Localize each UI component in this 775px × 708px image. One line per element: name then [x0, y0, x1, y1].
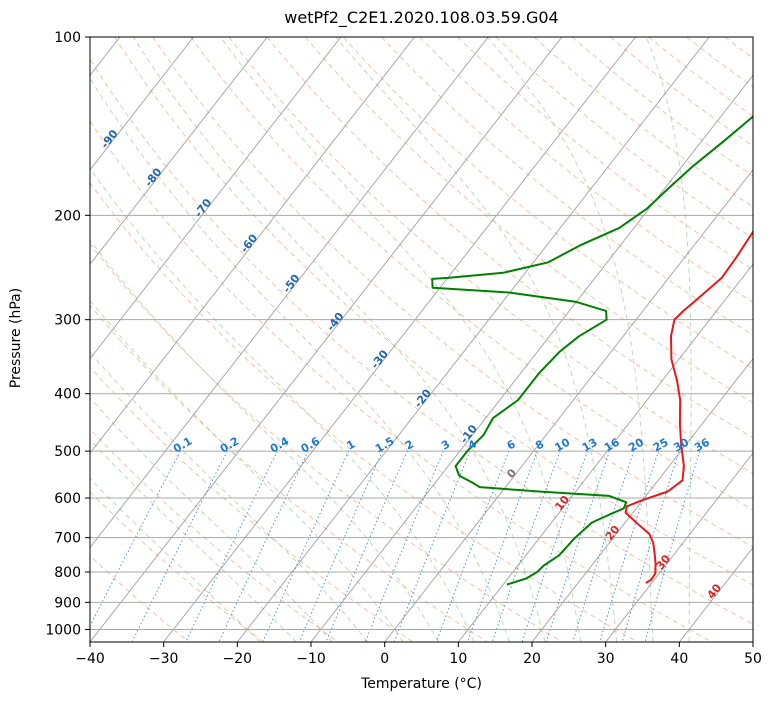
dry-adiabat-line [343, 37, 753, 370]
isotherm-line [90, 37, 268, 266]
series-layer [431, 115, 753, 586]
x-tick-label: −30 [149, 651, 179, 667]
isotherm-line [90, 37, 415, 454]
y-tick-label: 600 [54, 491, 81, 507]
y-tick-label: 900 [54, 595, 81, 611]
y-tick-label: 700 [54, 531, 81, 547]
isotherm-line [457, 263, 753, 642]
moist-adiabat-line [90, 397, 333, 642]
isotherm-line [236, 37, 710, 642]
dry-adiabat-line [304, 37, 753, 404]
mixing-ratio-line [218, 450, 309, 642]
chart-title: wetPf2_C2E1.2020.108.03.59.G04 [284, 8, 559, 27]
axes: −40 −30 −20 −10 0 10 20 30 40 50 100 200 300 400 500 60… [45, 30, 762, 667]
plot-frame [89, 36, 754, 643]
x-tick-label: −40 [75, 651, 105, 667]
isotherm-line [90, 37, 563, 642]
dry-adiabat-line [114, 37, 753, 586]
moist-adiabat-line [90, 167, 475, 642]
y-tick-label: 400 [54, 387, 81, 403]
dry-adiabat-line [190, 37, 753, 511]
x-tick-label: 30 [597, 651, 615, 667]
mixing-ratio-line [435, 450, 510, 642]
dry-adiabat-line [90, 120, 712, 642]
x-tick-label: −10 [296, 651, 326, 667]
moist-adiabat-line [487, 37, 654, 642]
isotherm-line [90, 37, 194, 171]
isotherm-line [531, 357, 753, 642]
mixing-ratio-line [521, 450, 588, 642]
mixing-ratio-line [644, 450, 701, 642]
dry-adiabat-line [266, 37, 753, 439]
isotherm-line [90, 37, 342, 360]
x-tick-label: 40 [670, 651, 688, 667]
mixing-ratio-line [185, 450, 278, 642]
isotherm-line [310, 74, 753, 642]
x-axis-label: Temperature (°C) [361, 676, 482, 692]
isotherm-line [163, 37, 636, 642]
mixing-ratio-line [545, 450, 611, 642]
mixing-ratio-line [364, 450, 444, 642]
dry-adiabat-line [90, 182, 638, 642]
dry-adiabat-line [228, 37, 753, 474]
y-axis-label: Pressure (hPa) [8, 287, 24, 389]
moist-adiabat-line [90, 77, 510, 642]
moist-adiabat-line [335, 37, 618, 642]
dry-adiabat-line [90, 428, 339, 642]
isotherm-line [605, 452, 753, 642]
mixing-ratio-line [467, 450, 538, 642]
y-tick-label: 500 [54, 444, 81, 460]
y-tick-label: 300 [54, 313, 81, 329]
moist-adiabat-line [90, 351, 369, 642]
dry-adiabat-line [90, 58, 753, 625]
moist-adiabat-line [90, 239, 439, 642]
y-tick-label: 200 [54, 208, 81, 224]
dry-adiabat-line [381, 37, 753, 336]
mixing-ratio-line [621, 450, 680, 642]
y-tick-label: 1000 [45, 622, 81, 638]
dry-adiabat-line [90, 243, 563, 642]
mixing-ratio-line [90, 450, 181, 628]
x-tick-label: 50 [744, 651, 762, 667]
x-tick-label: 20 [523, 651, 541, 667]
y-tick-label: 100 [54, 30, 81, 46]
dewpoint-line [431, 115, 753, 586]
y-tick-label: 800 [54, 565, 81, 581]
temperature-line [624, 229, 753, 584]
isotherm-line [384, 168, 753, 642]
isotherm-line [90, 37, 489, 549]
x-tick-label: −20 [223, 651, 253, 667]
dry-adiabat-line [419, 37, 753, 303]
x-tick-label: 0 [380, 651, 389, 667]
x-tick-label: 10 [449, 651, 467, 667]
moist-adiabat-line [645, 37, 692, 642]
dry-adiabat-line [152, 37, 753, 548]
